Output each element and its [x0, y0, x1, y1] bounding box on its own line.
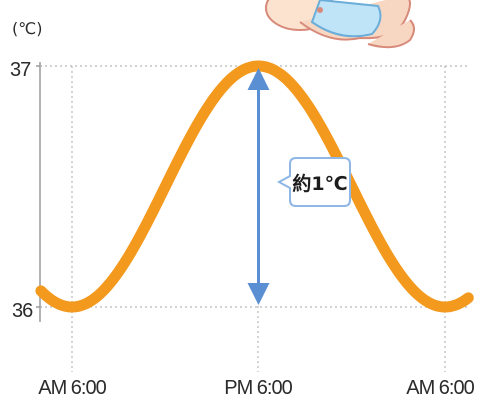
y-tick-label-36: 36: [12, 300, 33, 322]
x-tick-label-pm6: PM 6:00: [224, 377, 292, 399]
temperature-curve: [35, 60, 474, 313]
range-callout: 約1℃: [276, 157, 351, 207]
range-arrow-head-top: [247, 68, 270, 90]
range-callout-text: 約1℃: [292, 172, 347, 195]
range-arrow: [247, 68, 270, 305]
range-arrow-head-bottom: [247, 283, 270, 305]
baby-illustration: [265, 0, 415, 49]
y-axis-unit-label: (℃): [12, 19, 42, 38]
x-tick-label-am6-right: AM 6:00: [406, 377, 474, 399]
range-callout-box: [276, 157, 351, 207]
x-tick-label-am6-left: AM 6:00: [38, 377, 106, 399]
y-tick-label-37: 37: [10, 59, 31, 81]
